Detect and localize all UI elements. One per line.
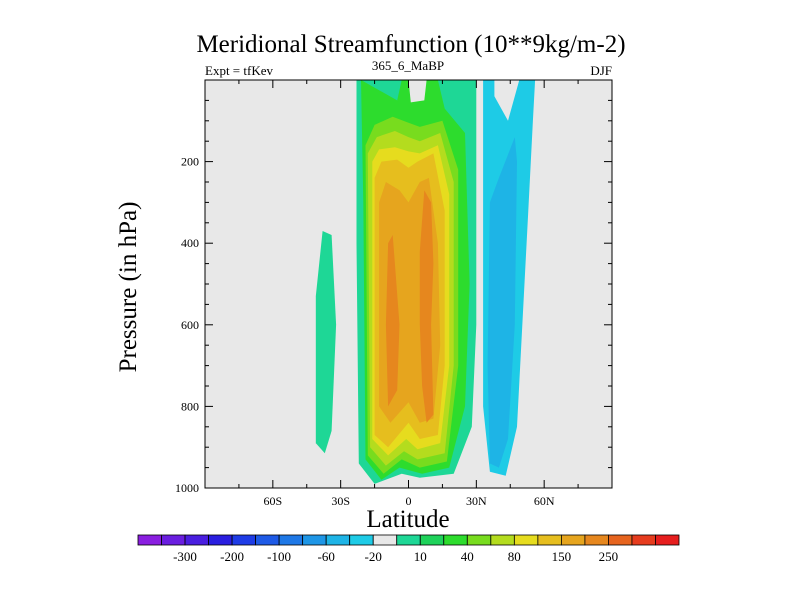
colorbar-swatch <box>278 534 304 546</box>
colorbar-label: -100 <box>267 549 291 564</box>
colorbar-label: -60 <box>318 549 335 564</box>
colorbar: -300 -200 -100 -60 -20 10 40 80 150 250 <box>137 534 680 564</box>
x-tick-label: 30S <box>331 494 350 508</box>
y-tick-label: 1000 <box>175 481 199 495</box>
x-tick-label: 0 <box>406 494 412 508</box>
contour-positive-cell-200-a <box>385 235 400 407</box>
colorbar-swatch <box>537 534 562 546</box>
season-label: DJF <box>590 63 612 78</box>
colorbar-label: 10 <box>414 549 427 564</box>
colorbar-swatch <box>584 534 609 546</box>
colorbar-swatch <box>325 534 351 546</box>
colorbar-swatch <box>419 534 445 546</box>
colorbar-swatch <box>396 534 421 546</box>
colorbar-swatch <box>608 534 633 546</box>
colorbar-swatch <box>302 534 327 546</box>
x-tick-label: 60S <box>263 494 282 508</box>
colorbar-swatch <box>466 534 492 546</box>
colorbar-label: 250 <box>599 549 619 564</box>
y-tick-label: 600 <box>181 318 199 332</box>
colorbar-swatch <box>349 534 374 546</box>
colorbar-swatch <box>560 534 586 546</box>
colorbar-swatch <box>513 534 539 546</box>
colorbar-label: -200 <box>220 549 244 564</box>
colorbar-label: 150 <box>552 549 572 564</box>
axis-ticks: 60S 30S 0 30N 60N 200 400 600 800 1000 <box>175 80 612 508</box>
colorbar-label: -300 <box>173 549 197 564</box>
x-axis-label: Latitude <box>366 506 449 533</box>
contour-southern-cell-10 <box>315 231 337 454</box>
y-tick-label: 800 <box>181 399 199 413</box>
colorbar-label: 40 <box>461 549 474 564</box>
y-axis-label: Pressure (in hPa) <box>115 202 142 373</box>
colorbar-swatch <box>231 534 257 546</box>
plot-area <box>204 79 613 489</box>
y-tick-label: 200 <box>181 155 199 169</box>
colorbar-swatch <box>490 534 515 546</box>
colorbar-swatch <box>184 534 209 546</box>
contour-positive-cell-200-b <box>419 190 434 423</box>
y-tick-label: 400 <box>181 236 199 250</box>
chart-title: Meridional Streamfunction (10**9kg/m-2) <box>196 31 625 58</box>
colorbar-swatch <box>655 534 680 546</box>
colorbar-swatch <box>631 534 656 546</box>
colorbar-swatch <box>255 534 280 546</box>
colorbar-swatch <box>137 534 162 546</box>
x-tick-label: 60N <box>534 494 555 508</box>
contour-fields <box>315 80 536 484</box>
colorbar-swatch <box>161 534 186 546</box>
colorbar-label: 80 <box>508 549 521 564</box>
colorbar-swatch <box>372 534 398 546</box>
contour-negative-cell-60 <box>487 137 517 468</box>
colorbar-label: -20 <box>365 549 382 564</box>
colorbar-swatch <box>208 534 233 546</box>
colorbar-swatch <box>443 534 468 546</box>
time-label: 365_6_MaBP <box>372 58 444 73</box>
experiment-label: Expt = tfKev <box>205 63 273 78</box>
x-tick-label: 30N <box>466 494 487 508</box>
